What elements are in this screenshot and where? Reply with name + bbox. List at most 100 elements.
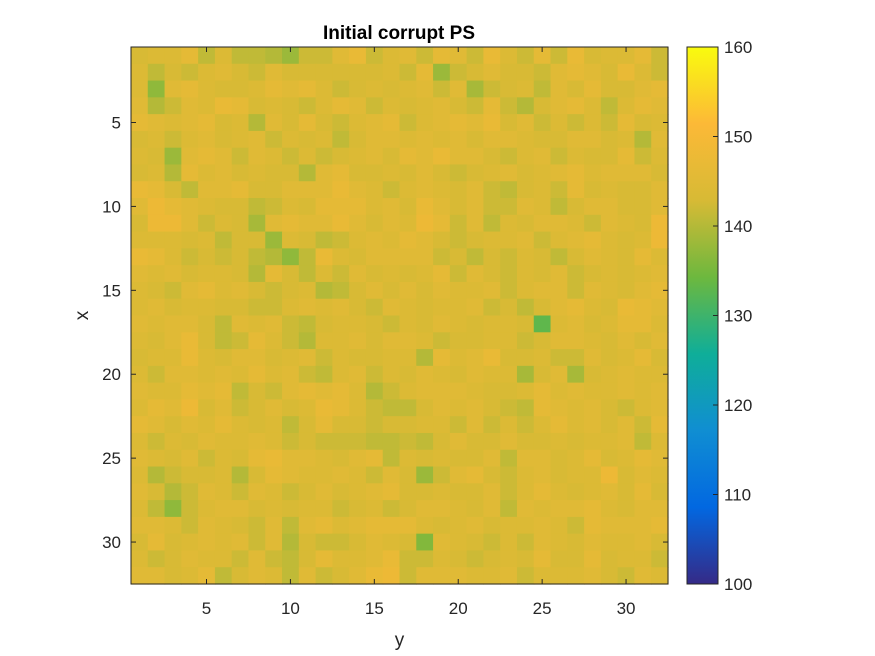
heatmap-cell — [449, 214, 468, 233]
heatmap-cell — [248, 416, 266, 434]
heatmap-cell — [131, 97, 149, 115]
heatmap-cell — [533, 399, 552, 417]
heatmap-cell — [567, 281, 585, 300]
heatmap-cell — [567, 500, 585, 518]
heatmap-cell — [634, 550, 652, 568]
heatmap-cell — [164, 147, 182, 166]
heatmap-cell — [349, 500, 367, 518]
heatmap-cell — [198, 382, 216, 401]
heatmap-cell — [131, 399, 149, 417]
heatmap-cell — [416, 382, 434, 401]
heatmap-cell — [214, 80, 233, 98]
heatmap-cell — [147, 516, 166, 535]
x-tick-label: 10 — [281, 599, 300, 618]
heatmap-cell — [567, 483, 585, 501]
heatmap-cell — [198, 97, 216, 115]
heatmap-cell — [298, 365, 317, 384]
heatmap-cell — [365, 365, 384, 384]
heatmap-cell — [500, 147, 518, 166]
heatmap-cell — [282, 432, 300, 451]
heatmap-cell — [181, 349, 199, 367]
heatmap-cell — [533, 63, 552, 82]
heatmap-cell — [550, 248, 568, 266]
heatmap-cell — [500, 130, 518, 149]
heatmap-cell — [567, 349, 585, 367]
heatmap-cell — [164, 332, 182, 350]
heatmap-cell — [214, 265, 233, 283]
heatmap-cell — [231, 416, 250, 434]
heatmap-cell — [181, 63, 199, 82]
heatmap-cell — [584, 298, 602, 317]
heatmap-cell — [550, 332, 568, 350]
heatmap-cell — [449, 500, 468, 518]
heatmap-cell — [600, 63, 619, 82]
heatmap-cell — [483, 567, 501, 585]
heatmap-cell — [164, 516, 182, 535]
heatmap-cell — [634, 466, 652, 484]
heatmap-cell — [198, 483, 216, 501]
heatmap-cell — [634, 432, 652, 451]
heatmap-cell — [483, 533, 501, 552]
heatmap-cell — [282, 416, 300, 434]
heatmap-cell — [567, 432, 585, 451]
heatmap-cell — [164, 281, 182, 300]
heatmap-cell — [433, 567, 451, 585]
heatmap-cell — [584, 483, 602, 501]
heatmap-cell — [500, 248, 518, 266]
heatmap-cell — [500, 164, 518, 182]
heatmap-cell — [483, 466, 501, 484]
heatmap-cell — [349, 214, 367, 233]
heatmap-cell — [399, 298, 417, 317]
heatmap-cell — [516, 567, 535, 585]
heatmap-cell — [500, 214, 518, 233]
heatmap-cell — [332, 164, 350, 182]
heatmap-cell — [634, 164, 652, 182]
heatmap-cell — [533, 198, 552, 216]
x-tick-label: 25 — [533, 599, 552, 618]
heatmap-cell — [298, 550, 317, 568]
heatmap-cell — [198, 432, 216, 451]
heatmap-cell — [349, 47, 367, 65]
heatmap-cell — [147, 550, 166, 568]
heatmap-cell — [617, 382, 636, 401]
heatmap-cell — [449, 315, 468, 333]
heatmap-cell — [634, 198, 652, 216]
heatmap-cell — [651, 265, 669, 283]
heatmap-cell — [433, 265, 451, 283]
heatmap-cell — [550, 63, 568, 82]
heatmap-cell — [365, 281, 384, 300]
heatmap-cell — [198, 449, 216, 468]
heatmap-cell — [214, 332, 233, 350]
heatmap-cell — [282, 315, 300, 333]
heatmap-cell — [382, 449, 401, 468]
heatmap-cell — [634, 147, 652, 166]
heatmap-cell — [449, 332, 468, 350]
heatmap-cell — [651, 147, 669, 166]
heatmap-cell — [550, 432, 568, 451]
heatmap-cell — [500, 365, 518, 384]
heatmap-cell — [248, 483, 266, 501]
heatmap-cell — [584, 466, 602, 484]
heatmap-cell — [466, 567, 485, 585]
heatmap-cell — [349, 114, 367, 132]
heatmap-cell — [349, 516, 367, 535]
heatmap-cell — [600, 416, 619, 434]
heatmap-cell — [298, 114, 317, 132]
heatmap-cell — [349, 416, 367, 434]
heatmap-cell — [231, 399, 250, 417]
heatmap-cell — [550, 399, 568, 417]
heatmap-cell — [634, 114, 652, 132]
heatmap-cell — [265, 147, 283, 166]
heatmap-cell — [282, 80, 300, 98]
heatmap-cell — [198, 298, 216, 317]
heatmap-cell — [651, 214, 669, 233]
heatmap-cell — [282, 382, 300, 401]
heatmap-cell — [617, 114, 636, 132]
heatmap-cell — [449, 80, 468, 98]
heatmap-cell — [164, 466, 182, 484]
heatmap-cell — [634, 365, 652, 384]
heatmap-cell — [315, 80, 333, 98]
heatmap-cell — [248, 114, 266, 132]
heatmap-cell — [265, 432, 283, 451]
heatmap-cell — [600, 533, 619, 552]
